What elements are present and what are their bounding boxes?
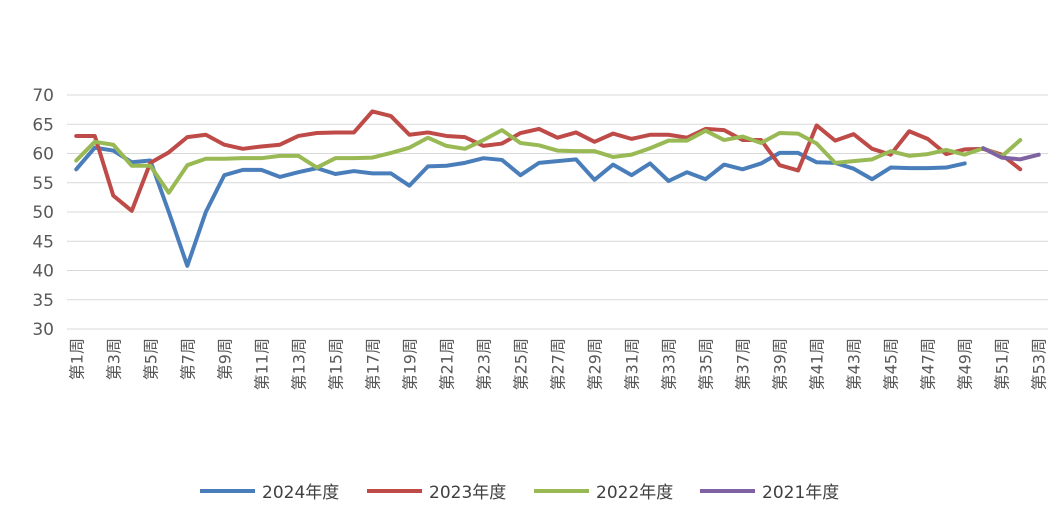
y-tick-label: 35	[32, 291, 54, 311]
x-tick-label: 第17周	[363, 338, 382, 390]
x-tick-label: 第37周	[734, 338, 753, 390]
series-line-2024年度	[74, 145, 967, 268]
y-tick-label: 40	[32, 262, 54, 282]
x-tick-label: 第41周	[808, 338, 827, 390]
gridlines	[67, 94, 1048, 330]
x-tick-label: 第13周	[289, 338, 308, 390]
x-tick-label: 第27周	[549, 338, 568, 390]
x-tick-label: 第43周	[845, 338, 864, 390]
series-lines	[74, 109, 1041, 268]
x-tick-label: 第31周	[623, 338, 642, 390]
x-tick-label: 第53周	[1030, 338, 1049, 390]
x-tick-label: 第49周	[956, 338, 975, 390]
x-tick-label: 第23周	[474, 338, 493, 390]
y-tick-label: 55	[32, 174, 54, 194]
y-axis-ticks: 30 35 40 45 50 55 60 65 70	[32, 86, 54, 340]
x-tick-label: 第5周	[141, 338, 160, 380]
x-tick-label: 第15周	[326, 338, 345, 390]
y-tick-label: 65	[32, 115, 54, 135]
x-tick-label: 第19周	[400, 338, 419, 390]
x-tick-label: 第25周	[511, 338, 530, 390]
x-tick-label: 第33周	[660, 338, 679, 390]
x-tick-label: 第11周	[252, 338, 271, 390]
y-tick-label: 50	[32, 203, 54, 223]
legend-label: 2023年度	[429, 483, 506, 503]
y-tick-label: 30	[32, 320, 54, 340]
x-tick-label: 第3周	[104, 338, 123, 380]
series-line-2023年度	[74, 109, 1023, 213]
x-tick-label: 第21周	[437, 338, 456, 390]
x-tick-label: 第45周	[882, 338, 901, 390]
x-tick-label: 第7周	[178, 338, 197, 380]
x-tick-label: 第29周	[586, 338, 605, 390]
legend-label: 2021年度	[762, 483, 839, 503]
x-tick-label: 第39周	[771, 338, 790, 390]
x-tick-label: 第51周	[993, 338, 1012, 390]
series-line-2021年度	[981, 146, 1041, 162]
legend-label: 2022年度	[596, 483, 673, 503]
x-tick-label: 第47周	[919, 338, 938, 390]
legend: 2024年度 2023年度 2022年度 2021年度	[200, 483, 839, 503]
x-tick-label: 第35周	[697, 338, 716, 390]
y-tick-label: 45	[32, 232, 54, 252]
legend-label: 2024年度	[262, 483, 339, 503]
x-tick-label: 第1周	[67, 338, 86, 380]
x-tick-label: 第9周	[215, 338, 234, 380]
y-tick-label: 70	[32, 86, 54, 106]
series-line-2022年度	[74, 128, 1023, 195]
y-tick-label: 60	[32, 145, 54, 165]
x-axis-ticks: 第1周 第3周 第5周 第7周 第9周 第11周 第13周 第15周 第17周 第19周 第21周第…	[67, 338, 1048, 390]
